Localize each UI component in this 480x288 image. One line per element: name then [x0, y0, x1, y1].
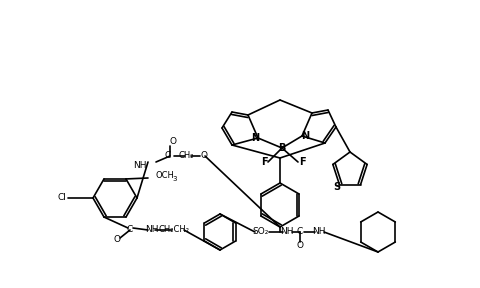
Text: S: S — [333, 181, 340, 192]
Text: O: O — [169, 137, 177, 147]
Text: CH₂: CH₂ — [178, 151, 194, 160]
Text: C: C — [127, 226, 133, 234]
Text: NH: NH — [280, 228, 294, 236]
Text: SO₂: SO₂ — [253, 228, 269, 236]
Text: OCH: OCH — [156, 171, 175, 181]
Text: NH: NH — [312, 228, 326, 236]
Text: 3: 3 — [172, 176, 177, 182]
Text: NH: NH — [145, 226, 159, 234]
Text: F: F — [261, 157, 267, 167]
Text: B: B — [278, 143, 286, 153]
Text: C: C — [297, 228, 303, 236]
Text: N: N — [251, 133, 259, 143]
Text: CH₂CH₂: CH₂CH₂ — [158, 226, 190, 234]
Text: N: N — [301, 131, 309, 141]
Text: O: O — [113, 236, 120, 245]
Text: Cl: Cl — [58, 194, 66, 202]
Text: NH: NH — [133, 160, 147, 170]
Text: C: C — [165, 151, 171, 160]
Text: O: O — [297, 242, 303, 251]
Text: O: O — [201, 151, 207, 160]
Text: F: F — [299, 157, 305, 167]
